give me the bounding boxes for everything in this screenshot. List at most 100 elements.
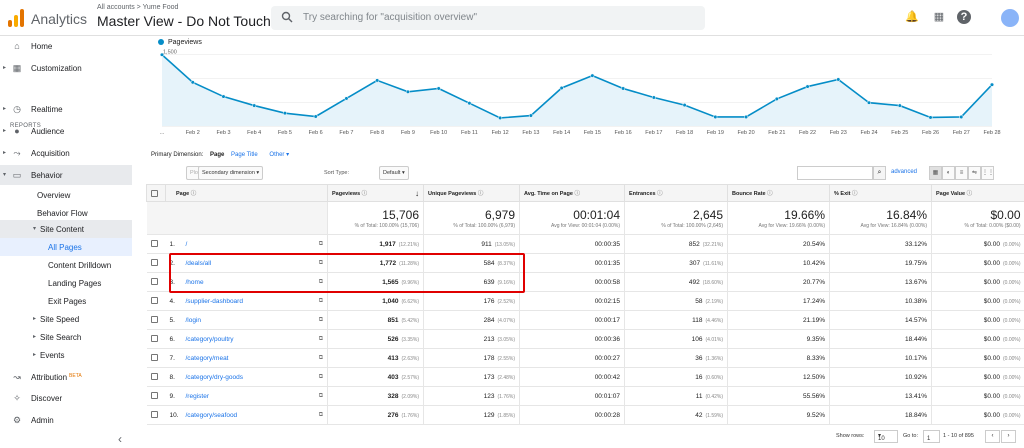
sidebar-item-audience[interactable]: ▸ ● Audience <box>0 121 132 141</box>
open-page-icon[interactable]: ⧉ <box>318 373 323 380</box>
open-page-icon[interactable]: ⧉ <box>318 240 323 247</box>
data-point[interactable] <box>375 78 380 83</box>
data-point[interactable] <box>282 111 288 116</box>
row-checkbox[interactable] <box>150 259 158 267</box>
data-point[interactable] <box>590 73 595 78</box>
open-page-icon[interactable]: ⧉ <box>318 316 323 323</box>
page-link[interactable]: /category/seafood <box>185 411 238 419</box>
sidebar-item-admin[interactable]: ⚙ Admin <box>0 410 132 430</box>
table-row[interactable]: 8./category/dry-goods ⧉ 403 (2.57%) 173 (2.48… <box>146 367 1024 387</box>
data-point[interactable] <box>651 95 656 100</box>
col-header-page[interactable]: Page ⓘ <box>165 184 328 202</box>
data-point[interactable] <box>682 103 687 108</box>
page-link[interactable]: /register <box>185 392 209 400</box>
sidebar-item-exit-pages[interactable]: Exit Pages <box>0 292 132 310</box>
row-checkbox[interactable] <box>150 278 158 286</box>
advanced-filter-link[interactable]: advanced <box>891 169 918 175</box>
show-rows-select[interactable]: 10 ▾ <box>874 430 898 443</box>
data-point[interactable] <box>836 77 841 82</box>
sidebar-item-site-content[interactable]: ▾ Site Content <box>0 220 132 238</box>
data-point[interactable] <box>713 114 718 120</box>
apps-grid-icon[interactable]: ▦ <box>933 11 945 23</box>
sidebar-item-landing-pages[interactable]: Landing Pages <box>0 274 132 292</box>
sidebar-item-behavior[interactable]: ▾ ▭ Behavior <box>0 165 132 185</box>
table-row[interactable]: 4./supplier-dashboard ⧉ 1,040 (6.62%) 176 (2.… <box>146 291 1024 311</box>
row-checkbox[interactable] <box>150 240 158 248</box>
analytics-logo[interactable] <box>8 9 26 27</box>
page-link[interactable]: /category/dry-goods <box>185 373 243 381</box>
search-bar[interactable]: Try searching for "acquisition overview" <box>271 6 705 30</box>
sidebar-item-all-pages[interactable]: All Pages <box>0 238 132 256</box>
row-checkbox[interactable] <box>150 373 158 381</box>
sidebar-item-customization[interactable]: ▸ ▦ Customization <box>0 58 132 78</box>
sidebar-item-site-speed[interactable]: ▸ Site Speed <box>0 310 132 328</box>
data-point[interactable] <box>221 94 226 99</box>
data-point[interactable] <box>436 86 441 91</box>
data-point[interactable] <box>805 84 810 89</box>
row-checkbox[interactable] <box>150 297 158 305</box>
data-point[interactable] <box>528 113 533 118</box>
data-point[interactable] <box>344 96 349 101</box>
sidebar-item-acquisition[interactable]: ▸ ⤳ Acquisition <box>0 143 132 163</box>
data-point[interactable] <box>744 114 749 120</box>
table-row[interactable]: 6./category/poultry ⧉ 526 (3.35%) 213 (3.05%)… <box>146 329 1024 349</box>
secondary-dimension-select[interactable]: Secondary dimension ▾ <box>198 166 264 180</box>
select-all-checkbox[interactable] <box>151 189 158 197</box>
table-row[interactable]: 5./login ⧉ 851 (5.42%) 284 (4.07%) 00:00:17 118… <box>146 310 1024 330</box>
data-point[interactable] <box>897 103 902 108</box>
page-link[interactable]: /category/poultry <box>185 335 234 343</box>
table-search-input[interactable] <box>797 166 873 180</box>
open-page-icon[interactable]: ⧉ <box>318 354 323 361</box>
sidebar-item-home[interactable]: ⌂ Home <box>0 36 132 56</box>
data-point[interactable] <box>405 89 410 94</box>
sidebar-item-behavior-flow[interactable]: Behavior Flow <box>0 203 132 223</box>
data-point[interactable] <box>621 86 626 91</box>
open-page-icon[interactable]: ⧉ <box>318 335 323 342</box>
page-link[interactable]: /category/meat <box>185 354 229 362</box>
data-point[interactable] <box>559 85 564 91</box>
col-header-avg-time[interactable]: Avg. Time on Page ⓘ <box>519 184 625 202</box>
col-header-entrances[interactable]: Entrances ⓘ <box>624 184 728 202</box>
sidebar-item-discover[interactable]: ✧ Discover <box>0 388 132 408</box>
next-page-button[interactable]: › <box>1001 430 1016 443</box>
data-point[interactable] <box>928 115 933 120</box>
page-link[interactable]: /supplier-dashboard <box>185 297 243 305</box>
open-page-icon[interactable]: ⧉ <box>318 392 323 399</box>
pie-view-icon[interactable]: ◐ <box>942 166 955 180</box>
col-header-bounce-rate[interactable]: Bounce Rate ⓘ <box>727 184 830 202</box>
table-view-icon[interactable]: ▦ <box>929 166 942 180</box>
sidebar-item-realtime[interactable]: ▸ ◷ Realtime <box>0 99 132 119</box>
table-row[interactable]: 1. / ⧉ 1,917 (12.21%) 911 (13.05%) 00:00:35 852(… <box>146 234 1024 254</box>
table-row[interactable]: 9./register ⧉ 328 (2.09%) 123 (1.76%) 00:01:07… <box>146 386 1024 406</box>
col-header-pageviews[interactable]: Pageviews ⓘ ↓ <box>327 184 424 202</box>
data-point[interactable] <box>959 114 964 120</box>
col-header-exit[interactable]: % Exit ⓘ <box>829 184 932 202</box>
sidebar-item-overview[interactable]: Overview <box>0 185 132 205</box>
sidebar-item-events[interactable]: ▸ Events <box>0 346 132 364</box>
row-checkbox[interactable] <box>150 354 158 362</box>
dimension-other[interactable]: Other ▾ <box>269 152 290 158</box>
open-page-icon[interactable]: ⧉ <box>318 259 323 266</box>
comparison-view-icon[interactable]: ⇋ <box>968 166 981 180</box>
table-row[interactable]: 3. /home ⧉ 1,565 (9.96%) 639 (9.16%) 00:00:58 49… <box>146 272 1024 292</box>
row-checkbox[interactable] <box>150 392 158 400</box>
data-point[interactable] <box>467 101 472 106</box>
bell-icon[interactable]: 🔔 <box>905 11 919 23</box>
sidebar-item-site-search[interactable]: ▸ Site Search <box>0 328 132 346</box>
term-cloud-view-icon[interactable]: ⋮⋮ <box>981 166 994 180</box>
row-checkbox[interactable] <box>150 316 158 324</box>
sidebar-item-attribution[interactable]: ↝ Attribution BETA <box>0 367 132 387</box>
dimension-page[interactable]: Page <box>210 152 225 158</box>
open-page-icon[interactable]: ⧉ <box>318 297 323 304</box>
goto-input[interactable]: 1 <box>923 430 940 443</box>
open-page-icon[interactable]: ⧉ <box>318 411 323 418</box>
table-row[interactable]: 7./category/meat ⧉ 413 (2.63%) 178 (2.55%) 00:… <box>146 348 1024 368</box>
col-header-unique-pageviews[interactable]: Unique Pageviews ⓘ <box>423 184 520 202</box>
avatar[interactable] <box>1001 9 1019 27</box>
help-icon[interactable]: ? <box>957 10 971 24</box>
row-checkbox[interactable] <box>150 335 158 343</box>
account-breadcrumb[interactable]: All accounts > Yume Food <box>97 4 179 11</box>
data-point[interactable] <box>774 96 779 101</box>
view-selector[interactable]: Master View - Do Not Touch ▼ <box>97 13 283 29</box>
